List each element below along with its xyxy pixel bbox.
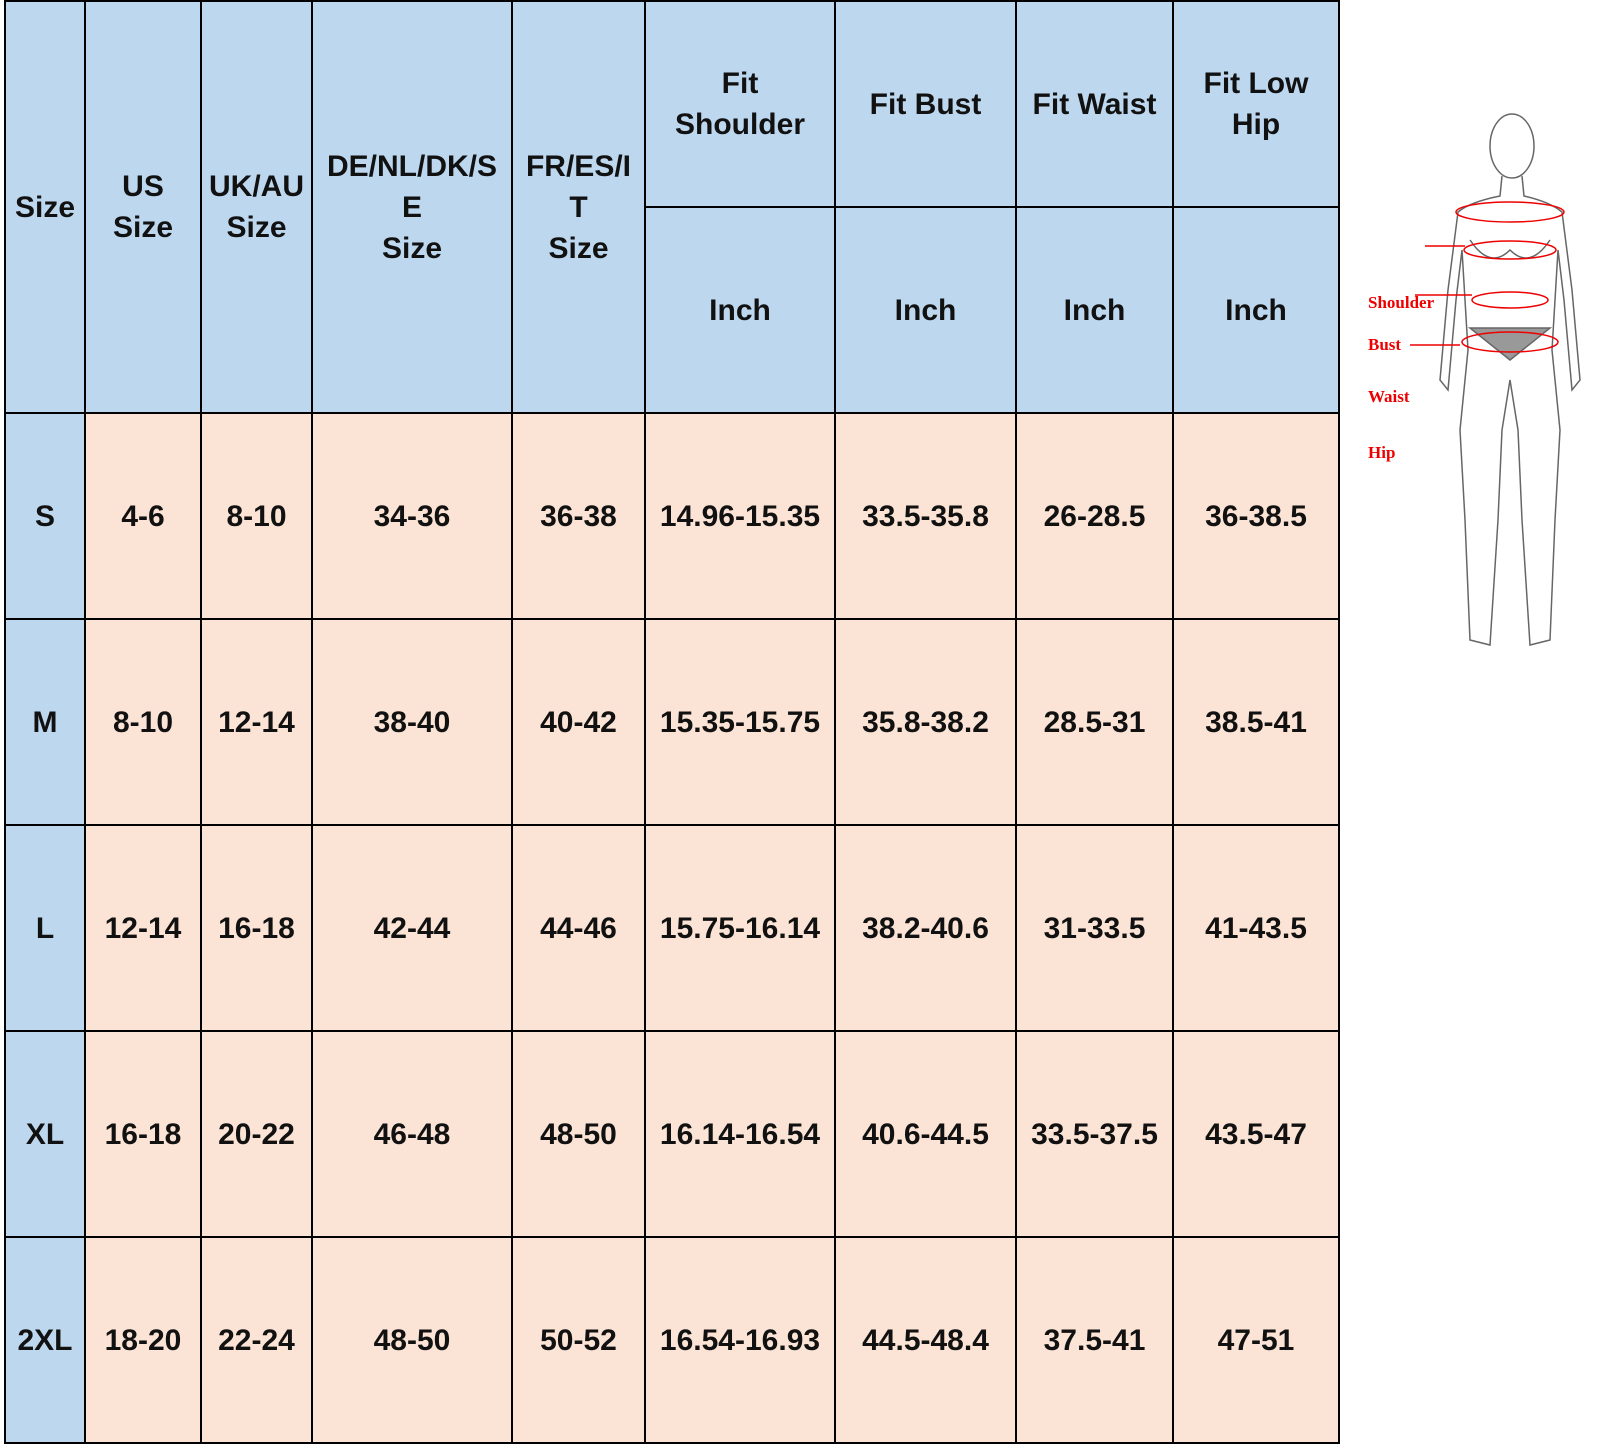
size-cell: 2XL: [4, 1236, 86, 1444]
table-cell: 48-50: [311, 1236, 513, 1444]
table-cell: 46-48: [311, 1030, 513, 1238]
table-cell: 41-43.5: [1172, 824, 1340, 1032]
table-cell: 37.5-41: [1015, 1236, 1174, 1444]
table-cell: 38.5-41: [1172, 618, 1340, 826]
table-cell: 28.5-31: [1015, 618, 1174, 826]
table-cell: 12-14: [200, 618, 313, 826]
table-cell: 20-22: [200, 1030, 313, 1238]
table-cell: 38.2-40.6: [834, 824, 1017, 1032]
table-cell: 40.6-44.5: [834, 1030, 1017, 1238]
size-cell: XL: [4, 1030, 86, 1238]
table-cell: 8-10: [200, 412, 313, 620]
measure-lines: [1410, 201, 1565, 353]
header-cell: DE/NL/DK/S E Size: [311, 0, 513, 414]
table-cell: 31-33.5: [1015, 824, 1174, 1032]
table-cell: 16-18: [200, 824, 313, 1032]
header-cell: Fit Low Hip: [1172, 0, 1340, 208]
table-body: Size US Size UK/AU Size DE/NL/DK/S E Size FR…: [4, 0, 1340, 1444]
table-cell: 38-40: [311, 618, 513, 826]
table-cell: 44-46: [511, 824, 646, 1032]
table-cell: 33.5-35.8: [834, 412, 1017, 620]
figure-label: Hip: [1368, 443, 1395, 462]
size-cell: L: [4, 824, 86, 1032]
table-cell: 26-28.5: [1015, 412, 1174, 620]
header-cell: Fit Bust: [834, 0, 1017, 208]
table-cell: 14.96-15.35: [644, 412, 836, 620]
table-cell: 8-10: [84, 618, 202, 826]
table-cell: 12-14: [84, 824, 202, 1032]
table-row: L 12-14 16-18 42-44 44-46 15.75-16.14 38.2-40.…: [4, 824, 1340, 1032]
figure-label: Bust: [1368, 335, 1401, 354]
table-cell: 40-42: [511, 618, 646, 826]
table-cell: 48-50: [511, 1030, 646, 1238]
figure-outline: [1439, 113, 1581, 646]
table-row: XL 16-18 20-22 46-48 48-50 16.14-16.54 40.6-44…: [4, 1030, 1340, 1238]
unit-cell: Inch: [834, 206, 1017, 414]
table-cell: 16.54-16.93: [644, 1236, 836, 1444]
table-cell: 15.75-16.14: [644, 824, 836, 1032]
table-row: 2XL 18-20 22-24 48-50 50-52 16.54-16.93 44.5-4…: [4, 1236, 1340, 1444]
table-cell: 15.35-15.75: [644, 618, 836, 826]
header-cell: US Size: [84, 0, 202, 414]
unit-row: Inch Inch Inch Inch: [5, 206, 1340, 414]
table-cell: 16.14-16.54: [644, 1030, 836, 1238]
header-row: Size US Size UK/AU Size DE/NL/DK/S E Size FR…: [4, 0, 1340, 414]
table-cell: 47-51: [1172, 1236, 1340, 1444]
table-cell: 22-24: [200, 1236, 313, 1444]
table-cell: 36-38: [511, 412, 646, 620]
table-cell: 18-20: [84, 1236, 202, 1444]
table-row: S 4-6 8-10 34-36 36-38 14.96-15.35 33.5-35.8 26…: [4, 412, 1340, 620]
table-cell: 16-18: [84, 1030, 202, 1238]
table-row: M 8-10 12-14 38-40 40-42 15.35-15.75 35.8-38.2…: [4, 618, 1340, 826]
header-cell: FR/ES/I T Size: [511, 0, 646, 414]
unit-cell: Inch: [1172, 206, 1340, 414]
unit-cell: Inch: [644, 206, 836, 414]
table-cell: 44.5-48.4: [834, 1236, 1017, 1444]
body-figure: Shoulder Bust Waist Hip: [1368, 113, 1581, 646]
header-cell: Size: [4, 0, 86, 414]
table-cell: 35.8-38.2: [834, 618, 1017, 826]
table-cell: 50-52: [511, 1236, 646, 1444]
table-cell: 33.5-37.5: [1015, 1030, 1174, 1238]
header-cell: UK/AU Size: [200, 0, 313, 414]
unit-cell: Inch: [1015, 206, 1174, 414]
figure-label: Shoulder: [1368, 293, 1435, 312]
size-table: Size US Size UK/AU Size DE/NL/DK/S E Size FR…: [4, 0, 1340, 1444]
table-cell: 36-38.5: [1172, 412, 1340, 620]
size-cell: M: [4, 618, 86, 826]
table-cell: 42-44: [311, 824, 513, 1032]
header-cell: Fit Shoulder: [644, 0, 836, 208]
figure-label: Waist: [1368, 387, 1410, 406]
size-cell: S: [4, 412, 86, 620]
table-cell: 34-36: [311, 412, 513, 620]
table-cell: 4-6: [84, 412, 202, 620]
header-cell: Fit Waist: [1015, 0, 1174, 208]
table-cell: 43.5-47: [1172, 1030, 1340, 1238]
